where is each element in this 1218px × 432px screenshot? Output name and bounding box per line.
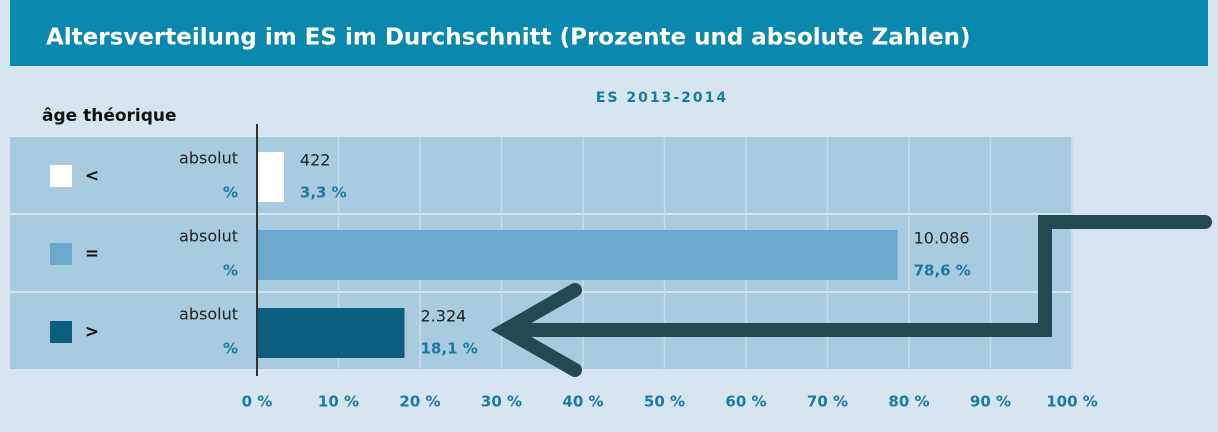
- x-tick-label: 60 %: [725, 393, 766, 411]
- absolute-label: 422: [300, 151, 331, 170]
- header-band: [10, 0, 1208, 66]
- value-label: 18,1 %: [421, 340, 478, 358]
- x-tick-label: 50 %: [644, 393, 685, 411]
- row-label: absolut: [179, 149, 238, 168]
- bar: [257, 308, 405, 358]
- category-label: >: [85, 322, 99, 342]
- value-label: 3,3 %: [300, 184, 347, 202]
- axis-header: âge théorique: [42, 106, 177, 126]
- x-tick-label: 10 %: [318, 393, 359, 411]
- chart-subtitle: ES 2013-2014: [596, 90, 728, 106]
- legend-swatch: [50, 321, 72, 343]
- chart-title: Altersverteilung im ES im Durchschnitt (…: [46, 25, 971, 51]
- x-tick-label: 30 %: [481, 393, 522, 411]
- value-label: 78,6 %: [914, 262, 971, 280]
- row-band: [10, 137, 1072, 213]
- x-tick-label: 80 %: [888, 393, 929, 411]
- row-label: %: [223, 262, 238, 280]
- bar: [257, 152, 284, 202]
- category-label: =: [85, 244, 99, 264]
- absolute-label: 2.324: [421, 307, 467, 326]
- row-label: %: [223, 184, 238, 202]
- x-tick-label: 70 %: [807, 393, 848, 411]
- x-tick-label: 40 %: [562, 393, 603, 411]
- row-label: %: [223, 340, 238, 358]
- legend-swatch: [50, 243, 72, 265]
- bar: [257, 230, 898, 280]
- x-tick-label: 100 %: [1046, 393, 1098, 411]
- row-label: absolut: [179, 227, 238, 246]
- x-tick-label: 90 %: [970, 393, 1011, 411]
- legend-swatch: [50, 165, 72, 187]
- x-tick-label: 20 %: [399, 393, 440, 411]
- category-label: <: [85, 166, 99, 186]
- x-tick-label: 0 %: [242, 393, 273, 411]
- absolute-label: 10.086: [914, 229, 970, 248]
- annotation-arrow: [490, 215, 1212, 377]
- row-label: absolut: [179, 305, 238, 324]
